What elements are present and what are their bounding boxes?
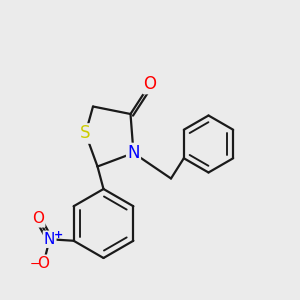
Text: O: O — [143, 75, 157, 93]
Text: +: + — [53, 230, 63, 240]
Text: O: O — [32, 211, 44, 226]
Text: S: S — [80, 124, 91, 142]
Text: N: N — [127, 144, 140, 162]
Text: O: O — [38, 256, 50, 271]
Text: −: − — [30, 258, 40, 271]
Text: N: N — [44, 232, 55, 247]
